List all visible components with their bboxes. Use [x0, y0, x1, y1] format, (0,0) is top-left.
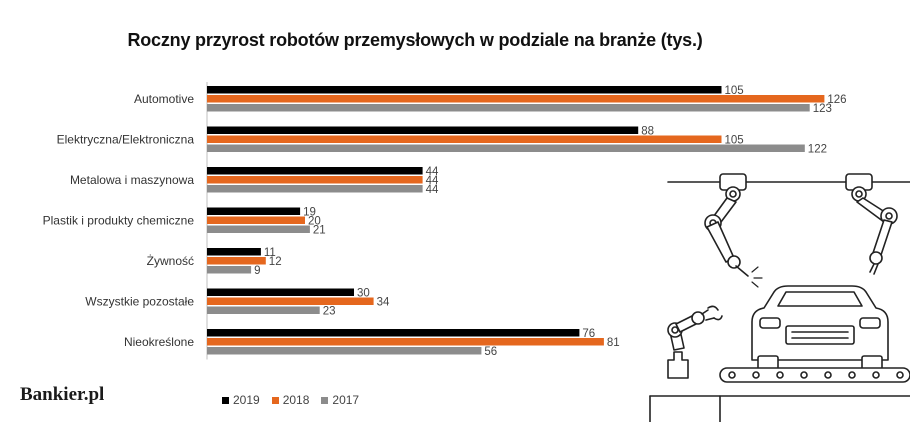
bar-2019 [207, 86, 722, 94]
bar-2018 [207, 95, 825, 103]
bar-2017 [207, 185, 423, 193]
bar-2018 [207, 257, 266, 265]
bar-2017 [207, 347, 482, 355]
legend-label-2017: 2017 [332, 393, 360, 407]
bar-2017 [207, 306, 320, 314]
ceiling-robot-right-icon [845, 173, 898, 275]
floor-robot-icon [667, 305, 723, 379]
data-label: 30 [357, 287, 370, 299]
data-label: 44 [426, 166, 439, 178]
data-label: 122 [808, 143, 827, 155]
data-label: 23 [323, 305, 336, 317]
legend-label-2019: 2019 [233, 393, 260, 407]
bar-2018 [207, 338, 604, 346]
robot-assembly-illustration [649, 173, 910, 422]
bankier-logo: Bankier.pl [20, 384, 105, 405]
data-label: 88 [641, 125, 654, 137]
data-label: 105 [725, 134, 744, 146]
data-label: 12 [269, 256, 282, 268]
data-label: 9 [254, 265, 260, 277]
data-label: 123 [813, 103, 832, 115]
data-label: 20 [308, 215, 321, 227]
data-label: 34 [377, 296, 390, 308]
data-label: 11 [264, 247, 276, 259]
chart-title: Roczny przyrost robotów przemysłowych w … [127, 30, 703, 50]
bar-2019 [207, 248, 261, 256]
data-label: 44 [426, 184, 439, 196]
legend-swatch-2018 [271, 396, 279, 404]
legend-item-2017: 2017 [321, 393, 359, 407]
ceiling-robot-left-icon [704, 173, 763, 288]
car-icon [751, 285, 889, 371]
bar-2017 [207, 144, 805, 152]
bar-2017 [207, 266, 252, 274]
category-label: Wszystkie pozostałe [85, 294, 194, 308]
data-label: 105 [725, 85, 744, 97]
bar-2018 [207, 297, 374, 305]
bar-2019 [207, 167, 423, 175]
bar-2019 [207, 126, 639, 134]
bar-2019 [207, 207, 301, 215]
bar-2018 [207, 135, 722, 143]
data-label: 19 [303, 206, 316, 218]
category-label: Metalowa i maszynowa [70, 173, 194, 187]
chart-legend: 2019 2018 2017 [222, 393, 359, 407]
bar-2019 [207, 288, 354, 296]
legend-swatch-2019 [222, 396, 229, 404]
data-label: 56 [484, 346, 497, 358]
bar-2018 [207, 216, 305, 224]
bar-2018 [207, 176, 423, 184]
legend-label-2018: 2018 [282, 393, 310, 407]
legend-item-2018: 2018 [271, 393, 310, 407]
category-label: Żywność [147, 254, 194, 268]
category-label: Plastik i produkty chemiczne [43, 213, 195, 227]
data-label: 44 [426, 175, 439, 187]
category-label: Elektryczna/Elektroniczna [57, 132, 195, 146]
category-label: Nieokreślone [124, 335, 194, 349]
data-label: 126 [827, 94, 846, 106]
bar-2017 [207, 104, 810, 112]
data-label: 21 [313, 224, 326, 236]
conveyor-icon [649, 367, 910, 422]
legend-item-2019: 2019 [222, 393, 260, 407]
category-label: Automotive [134, 92, 194, 106]
data-label: 81 [607, 337, 620, 349]
legend-swatch-2017 [321, 396, 329, 404]
bar-2019 [207, 329, 580, 337]
bar-2017 [207, 225, 310, 233]
data-label: 76 [582, 328, 595, 340]
